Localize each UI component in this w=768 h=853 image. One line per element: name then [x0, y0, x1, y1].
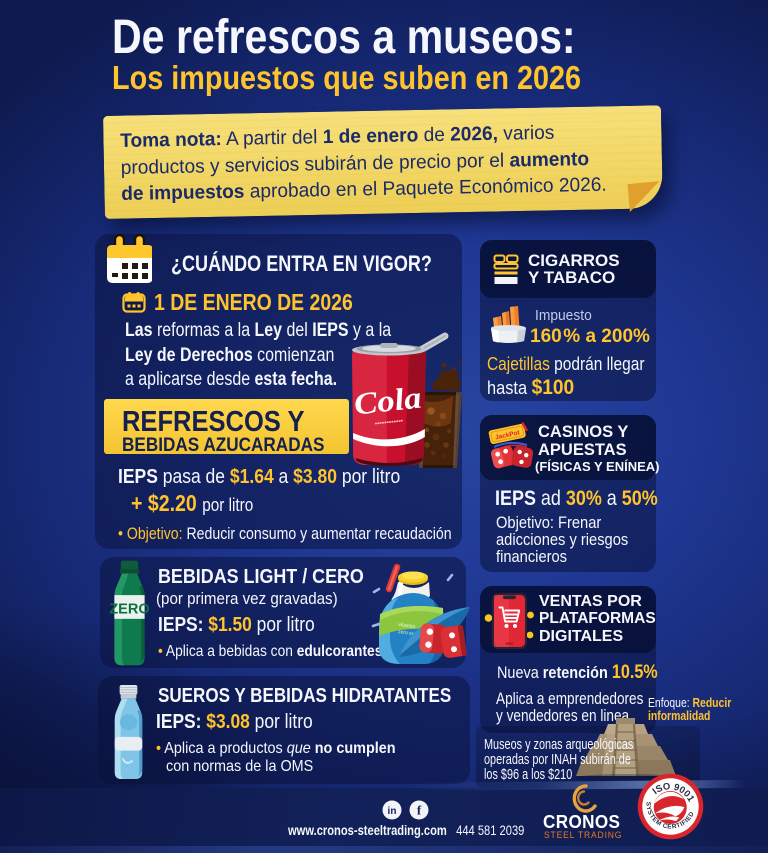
- svg-text:ZERO: ZERO: [109, 601, 149, 617]
- svg-text:Cola: Cola: [352, 381, 424, 422]
- svg-text:in: in: [388, 806, 397, 817]
- svg-text:vitamin: vitamin: [398, 622, 416, 630]
- svg-text:f: f: [417, 803, 422, 818]
- svg-text:zero sugar: zero sugar: [398, 629, 423, 638]
- svg-text:▪▪▪▪▪▪▪▪▪▪▪▪: ▪▪▪▪▪▪▪▪▪▪▪▪: [374, 418, 403, 428]
